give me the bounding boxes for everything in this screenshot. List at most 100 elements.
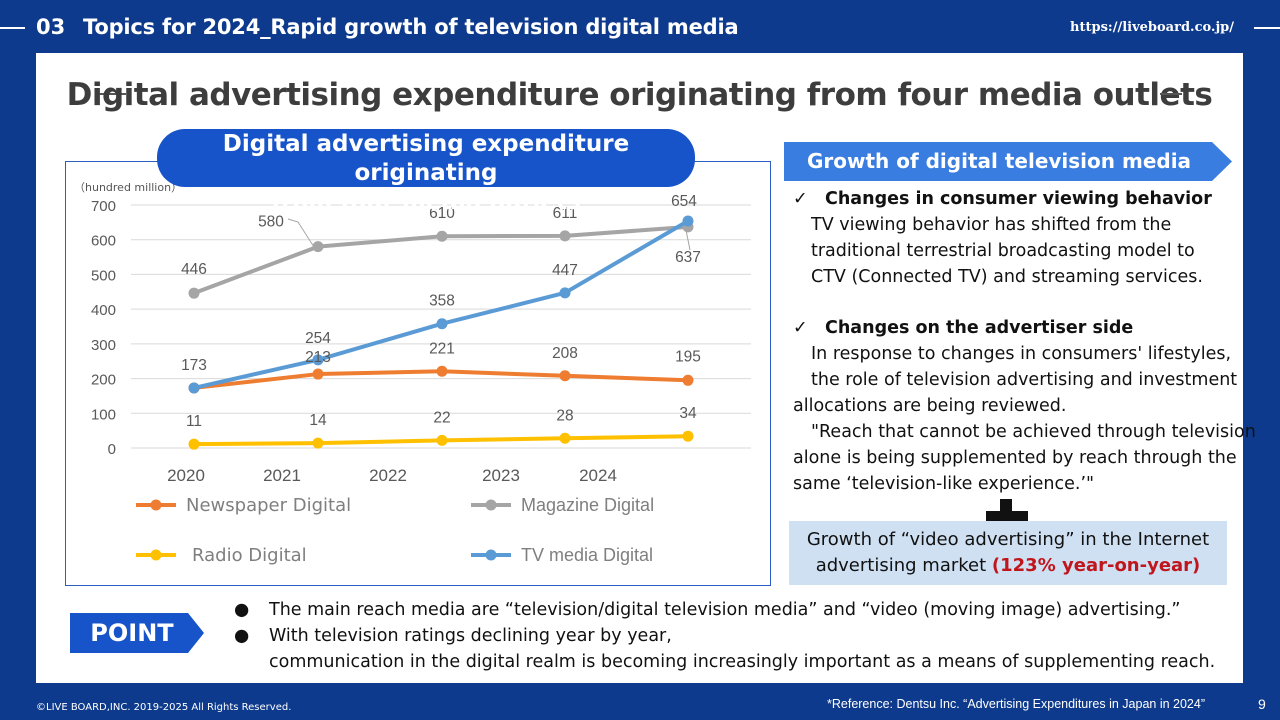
slide-header-title: Topics for 2024_Rapid growth of televisi… bbox=[83, 15, 739, 39]
copyright: ©LIVE BOARD,INC. 2019-2025 All Rights Re… bbox=[36, 702, 292, 713]
x-tick-label: 2023 bbox=[482, 466, 520, 485]
video-callout-line-2: advertising market bbox=[815, 555, 987, 576]
growth-banner: Growth of digital television media bbox=[784, 142, 1232, 181]
section-advertiser-side: ✓ Changes on the advertiser side In respo… bbox=[793, 315, 1263, 497]
leader-line bbox=[685, 229, 691, 251]
chart-title-line-2: from four media outlets bbox=[271, 189, 581, 215]
advertiser-text-3: allocations are being reviewed. bbox=[793, 396, 1067, 416]
section-number: 03 bbox=[36, 15, 66, 39]
series-lines bbox=[188, 215, 694, 450]
data-point bbox=[436, 318, 448, 330]
legend-label: Magazine Digital bbox=[521, 495, 654, 515]
y-tick-label: 0 bbox=[108, 441, 116, 458]
y-axis-label: （hundred million） bbox=[74, 181, 182, 194]
data-label: 447 bbox=[552, 262, 578, 279]
y-tick-label: 200 bbox=[91, 372, 116, 389]
video-callout-line-1: Growth of “video advertising” in the Int… bbox=[806, 529, 1210, 550]
header-line-right bbox=[1254, 27, 1280, 29]
data-point bbox=[312, 354, 324, 366]
banner-arrow-shape bbox=[784, 142, 1232, 181]
point-bullet-2-cont: communication in the digital realm is be… bbox=[269, 652, 1216, 672]
data-point bbox=[312, 241, 324, 253]
data-point bbox=[312, 437, 324, 449]
legend-label: Radio Digital bbox=[192, 545, 307, 566]
consumer-text-3: CTV (Connected TV) and streaming service… bbox=[811, 267, 1203, 287]
point-bullets: ● The main reach media are “television/di… bbox=[234, 597, 1215, 675]
title-dash-left bbox=[98, 93, 126, 95]
data-label: 213 bbox=[305, 349, 331, 366]
legend: Newspaper Digital Magazine Digital Radio D… bbox=[136, 495, 654, 566]
video-advertising-callout: Growth of “video advertising” in the Int… bbox=[789, 521, 1227, 585]
data-label: 654 bbox=[671, 193, 697, 210]
consumer-text-1: TV viewing behavior has shifted from the bbox=[811, 215, 1172, 235]
data-label: 358 bbox=[429, 293, 455, 310]
data-labels: 11 14 22 28 34 173 213 221 208 195 446 580 610 611 637… bbox=[181, 193, 701, 430]
website-link[interactable]: https://liveboard.co.jp/ bbox=[1070, 20, 1234, 35]
y-tick-label: 400 bbox=[91, 302, 116, 319]
data-label: 446 bbox=[181, 261, 207, 278]
reference-note: *Reference: Dentsu Inc. “Advertising Exp… bbox=[827, 697, 1205, 711]
consumer-heading: Changes in consumer viewing behavior bbox=[825, 189, 1212, 209]
data-label: 22 bbox=[433, 409, 450, 426]
main-title: Digital advertising expenditure originat… bbox=[66, 77, 1213, 113]
y-tick-label: 300 bbox=[91, 337, 116, 354]
data-point bbox=[188, 382, 200, 394]
line-chart: （hundred million） 0 100 200 300 400 500 600 700… bbox=[74, 181, 751, 566]
x-tick-labels: 2020 2021 2022 2023 2024 bbox=[167, 466, 617, 485]
y-tick-label: 600 bbox=[91, 233, 116, 250]
legend-marker bbox=[485, 549, 497, 561]
header-line-left bbox=[0, 27, 25, 29]
data-point bbox=[436, 434, 448, 446]
data-point bbox=[559, 432, 571, 444]
data-label: 254 bbox=[305, 330, 331, 347]
content-panel: Digital advertising expenditure originat… bbox=[36, 53, 1256, 683]
legend-label: Newspaper Digital bbox=[186, 495, 351, 516]
title-dash-right bbox=[1160, 93, 1182, 95]
legend-marker bbox=[485, 499, 497, 511]
data-label: 637 bbox=[675, 249, 701, 266]
data-point bbox=[559, 287, 571, 299]
data-point bbox=[188, 438, 200, 450]
advertiser-text-5: alone is being supplemented by reach thr… bbox=[793, 448, 1237, 468]
point-arrow-shape bbox=[70, 613, 204, 653]
consumer-text-2: traditional terrestrial broadcasting mod… bbox=[811, 241, 1195, 261]
data-label: 173 bbox=[181, 357, 207, 374]
data-label: 14 bbox=[309, 412, 327, 429]
y-tick-label: 700 bbox=[91, 198, 116, 215]
data-point bbox=[682, 215, 694, 227]
data-label: 611 bbox=[553, 205, 578, 222]
data-label: 28 bbox=[556, 407, 573, 424]
data-point bbox=[682, 374, 694, 386]
data-label: 221 bbox=[429, 340, 455, 357]
page-number: 9 bbox=[1258, 696, 1266, 712]
advertiser-heading: Changes on the advertiser side bbox=[825, 318, 1134, 338]
advertiser-text-1: In response to changes in consumers' lif… bbox=[811, 344, 1232, 364]
yoy-highlight: (123% year-on-year) bbox=[991, 555, 1201, 576]
data-point bbox=[188, 287, 200, 299]
data-point bbox=[312, 368, 324, 380]
x-tick-label: 2022 bbox=[369, 466, 407, 485]
data-point bbox=[559, 230, 571, 242]
y-tick-label: 500 bbox=[91, 267, 116, 284]
bullet-icon: ● bbox=[234, 626, 250, 646]
x-tick-label: 2021 bbox=[263, 466, 301, 485]
advertiser-text-2: the role of television advertising and i… bbox=[811, 370, 1238, 390]
point-bullet-1: The main reach media are “television/dig… bbox=[269, 600, 1181, 620]
data-label: 580 bbox=[258, 214, 284, 231]
chart-title-pill: Digital advertising expenditure originat… bbox=[157, 129, 695, 215]
point-badge: POINT bbox=[70, 613, 206, 653]
data-point bbox=[436, 230, 448, 242]
section-consumer-behavior: ✓ Changes in consumer viewing behavior TV… bbox=[793, 186, 1253, 290]
advertiser-text-4: "Reach that cannot be achieved through t… bbox=[811, 422, 1256, 442]
connector-tee-icon bbox=[986, 499, 1028, 521]
data-label: 34 bbox=[679, 405, 697, 422]
check-icon: ✓ bbox=[793, 318, 808, 338]
point-label: POINT bbox=[90, 619, 174, 647]
check-icon: ✓ bbox=[793, 189, 808, 209]
data-point bbox=[436, 365, 448, 377]
point-bullet-2: With television ratings declining year b… bbox=[269, 626, 672, 646]
bullet-icon: ● bbox=[234, 600, 250, 620]
legend-marker bbox=[150, 499, 162, 511]
data-label: 208 bbox=[552, 345, 578, 362]
growth-banner-label: Growth of digital television media bbox=[806, 149, 1192, 173]
